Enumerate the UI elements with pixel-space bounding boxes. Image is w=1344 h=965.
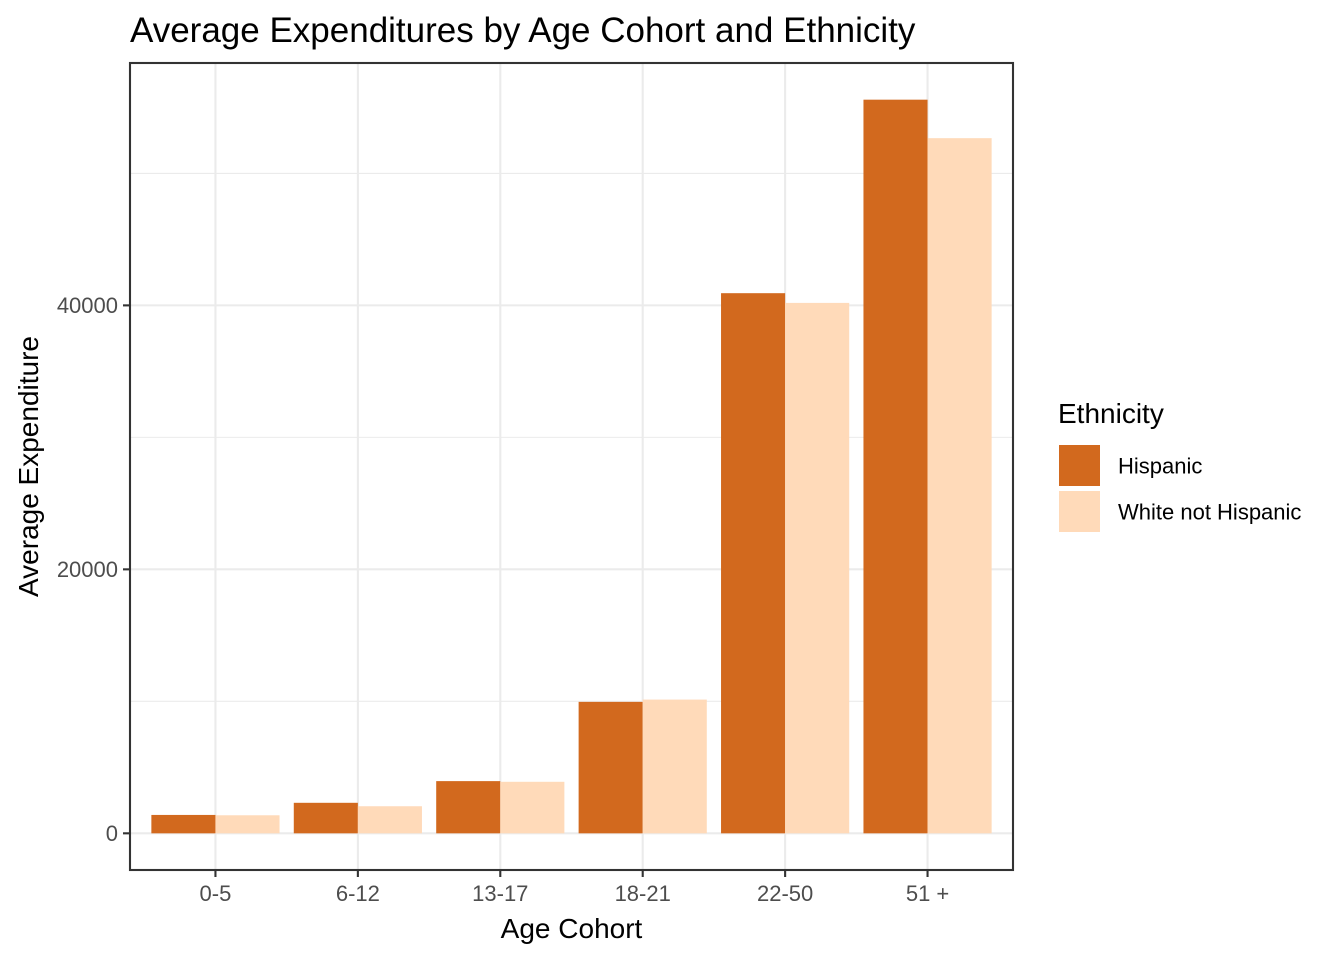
bar-hispanic-18-21 bbox=[578, 701, 643, 834]
chart-title: Average Expenditures by Age Cohort and E… bbox=[130, 11, 916, 50]
x-axis-title: Age Cohort bbox=[501, 913, 643, 944]
x-tick-label: 18-21 bbox=[615, 881, 671, 906]
axes-layer: 0 20000 40000 0-5 6-12 13-17 18-21 22-50 51 + bbox=[57, 293, 949, 906]
legend-items: Hispanic White not Hispanic bbox=[1058, 444, 1301, 533]
x-tick-label: 13-17 bbox=[472, 881, 528, 906]
x-tick-label: 6-12 bbox=[336, 881, 380, 906]
bar-white-not-hispanic-0-5 bbox=[215, 815, 280, 834]
legend-title: Ethnicity bbox=[1058, 398, 1164, 429]
bar-white-not-hispanic-6-12 bbox=[357, 806, 422, 834]
bar-hispanic-6-12 bbox=[293, 802, 358, 834]
bar-hispanic-22-50 bbox=[721, 293, 786, 834]
legend: Ethnicity Hispanic White not Hispanic bbox=[1058, 398, 1301, 533]
y-tick-label: 0 bbox=[106, 821, 118, 846]
y-tick-label: 20000 bbox=[57, 557, 118, 582]
bar-hispanic-13-17 bbox=[436, 781, 501, 834]
bar-white-not-hispanic-22-50 bbox=[785, 302, 850, 834]
legend-swatch bbox=[1059, 491, 1100, 532]
panel-border bbox=[128, 61, 1015, 872]
bar-hispanic-51 bbox=[863, 99, 928, 834]
bar-white-not-hispanic-13-17 bbox=[500, 781, 565, 834]
legend-label: White not Hispanic bbox=[1118, 500, 1301, 525]
legend-swatch bbox=[1059, 445, 1100, 486]
x-tick-label: 0-5 bbox=[200, 881, 232, 906]
bar-hispanic-0-5 bbox=[151, 814, 216, 834]
x-tick-label: 51 + bbox=[906, 881, 949, 906]
y-axis-title: Average Expenditure bbox=[13, 336, 44, 597]
bars-layer bbox=[151, 99, 992, 834]
bar-white-not-hispanic-18-21 bbox=[642, 699, 707, 834]
y-tick-label: 40000 bbox=[57, 293, 118, 318]
bar-white-not-hispanic-51 bbox=[927, 138, 992, 834]
legend-label: Hispanic bbox=[1118, 454, 1202, 479]
x-tick-label: 22-50 bbox=[757, 881, 813, 906]
